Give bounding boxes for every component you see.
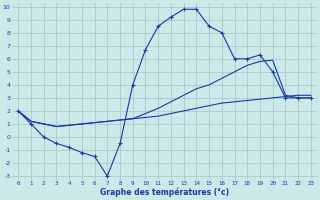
X-axis label: Graphe des températures (°c): Graphe des températures (°c) — [100, 188, 229, 197]
